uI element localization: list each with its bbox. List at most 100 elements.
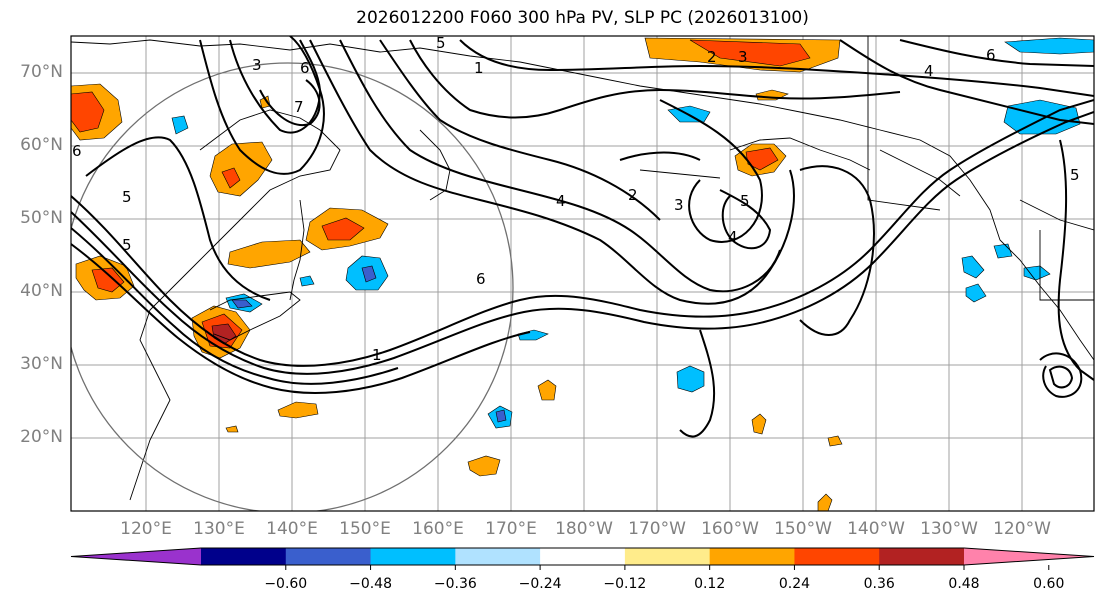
pv-anomaly-fill (961, 255, 985, 279)
coastline (209, 291, 301, 341)
contour-label: 3 (674, 196, 684, 214)
lon-label: 130°W (920, 519, 978, 539)
pv-anomaly-fill (751, 413, 767, 435)
contour-line (799, 165, 875, 336)
coastline (879, 149, 961, 197)
pv-anomaly-fill (231, 299, 253, 309)
colorbar-tick-label: −0.12 (603, 576, 647, 592)
colorbar-tick-label: −0.48 (349, 576, 392, 592)
lon-label: 120°W (993, 519, 1051, 539)
colorbar-segment (624, 548, 711, 565)
contour-label: 5 (1070, 166, 1080, 184)
lon-label: 140°W (847, 519, 905, 539)
lon-label: 170°E (485, 519, 537, 539)
contour-label: 6 (72, 142, 82, 160)
contour-line (71, 111, 1094, 375)
contour-line (85, 136, 271, 301)
contour-label: 3 (252, 56, 262, 74)
coastline (867, 36, 941, 211)
lat-label: 40°N (20, 281, 63, 301)
contour-line (71, 243, 531, 394)
coastlines (71, 36, 1094, 501)
contour-labels: 5 3 6 7 1 2 3 6 4 5 2 3 4 5 6 5 6 1 4 5 (72, 36, 1080, 364)
contour-line (459, 39, 1094, 97)
contour-label: 1 (372, 346, 382, 364)
coastline (71, 39, 1094, 361)
contour-line (71, 99, 1094, 367)
contour-line (1039, 352, 1083, 398)
lon-label: 150°W (774, 519, 832, 539)
pv-anomaly-fill (71, 91, 105, 133)
pv-anomaly-fill (277, 401, 319, 419)
pv-anomaly-fill (209, 141, 273, 197)
pv-anomaly-fill (467, 455, 501, 477)
lon-label: 130°E (193, 519, 245, 539)
lon-label: 180°W (555, 519, 613, 539)
lat-label: 50°N (20, 208, 63, 228)
contour-label: 5 (740, 192, 750, 210)
lat-label: 30°N (20, 354, 63, 374)
colorbar (70, 547, 1095, 570)
coastline (729, 137, 871, 171)
colorbar-tick-label: 0.60 (1033, 576, 1065, 592)
contour-label: 5 (122, 188, 132, 206)
lon-label: 150°E (339, 519, 391, 539)
colorbar-segment (285, 548, 372, 565)
contour-line (679, 329, 716, 438)
colorbar-segment (794, 548, 880, 565)
pv-anomaly-fill (537, 379, 557, 401)
contour-line (339, 39, 781, 293)
colorbar-tick-label: −0.60 (264, 576, 308, 592)
coastline (289, 199, 305, 301)
chart-title: 2026012200 F060 300 hPa PV, SLP PC (2026… (356, 8, 809, 28)
contour-line (619, 151, 701, 161)
lon-label: 160°E (412, 519, 464, 539)
pv-anomaly-fill (225, 425, 239, 433)
contour-line (229, 39, 322, 134)
contour-label: 4 (728, 228, 738, 246)
contour-line (899, 39, 1094, 67)
contour-line (839, 39, 1094, 125)
colorbar-tick-label: 0.24 (778, 576, 811, 592)
contour-label: 6 (300, 59, 310, 77)
contour-line (409, 39, 901, 119)
contour-label: 4 (556, 192, 566, 210)
pv-anomaly-fill (361, 265, 377, 283)
lon-label: 120°E (120, 519, 172, 539)
map-frame (70, 35, 1095, 512)
pv-anomaly-fill (965, 283, 987, 303)
contour-label: 2 (707, 48, 717, 66)
lat-label: 60°N (20, 135, 63, 155)
lon-label: 140°E (266, 519, 318, 539)
contour-label: 2 (628, 186, 638, 204)
slp-contours (71, 36, 1094, 438)
coastline (129, 109, 341, 501)
contour-line (659, 99, 763, 243)
contour-label: 6 (476, 270, 486, 288)
pv-anomaly-fill (321, 217, 365, 241)
colorbar-segment (540, 548, 626, 565)
correlation-circle (71, 62, 514, 511)
contour-line (1048, 365, 1074, 389)
lon-label: 160°W (701, 519, 759, 539)
pv-anomaly-fill (689, 39, 811, 67)
pv-anomaly-fill (171, 115, 189, 135)
colorbar-tick-label: 0.48 (948, 576, 980, 592)
lat-label: 20°N (20, 427, 63, 447)
contour-label: 3 (738, 48, 748, 66)
pv-anomaly-fill (1023, 265, 1051, 281)
colorbar-tick-label: −0.36 (433, 576, 477, 592)
colorbar-segment (370, 548, 456, 565)
lat-label: 70°N (20, 62, 63, 82)
pv-anomaly-fill (1003, 99, 1081, 135)
lon-label: 170°W (628, 519, 686, 539)
contour-line (199, 36, 325, 175)
contour-label: 1 (474, 59, 484, 77)
contour-label: 5 (122, 236, 132, 254)
pv-anomaly-fill (299, 275, 315, 287)
colorbar-segment (455, 548, 541, 565)
contour-line (259, 79, 321, 127)
colorbar-segment (201, 548, 287, 565)
pv-anomaly-fill (91, 267, 125, 293)
